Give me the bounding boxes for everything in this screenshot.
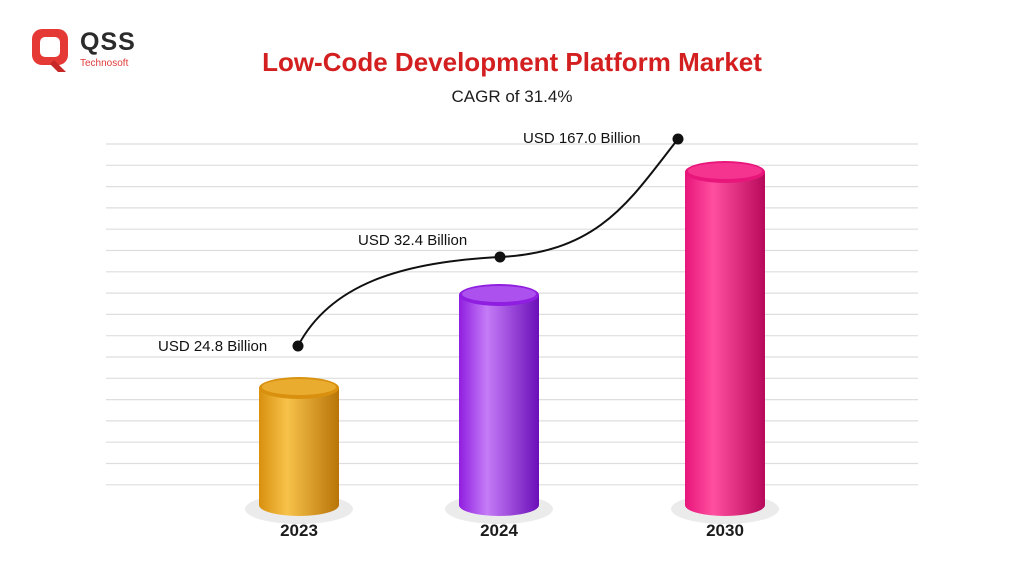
chart-bars xyxy=(245,161,779,524)
bar-top-highlight xyxy=(462,286,536,302)
bar-body xyxy=(459,295,539,516)
chart-subtitle: CAGR of 31.4% xyxy=(451,87,573,106)
brand-name: QSS xyxy=(80,28,136,56)
qss-logo-icon xyxy=(32,29,68,72)
brand-tagline: Technosoft xyxy=(80,58,129,69)
trend-line-group xyxy=(292,133,684,352)
bar-2030 xyxy=(671,161,779,524)
trend-point-2023 xyxy=(292,340,304,352)
data-label-2024: USD 32.4 Billion xyxy=(358,232,467,249)
bar-2024 xyxy=(445,284,553,524)
chart-labels: USD 24.8 Billion USD 32.4 Billion USD 167.… xyxy=(158,130,744,540)
data-label-2023: USD 24.8 Billion xyxy=(158,338,267,355)
trend-point-2024 xyxy=(494,251,506,263)
chart-title: Low-Code Development Platform Market xyxy=(262,47,762,77)
category-label-2023: 2023 xyxy=(280,521,318,540)
bar-top-highlight xyxy=(688,163,762,179)
data-label-2030: USD 167.0 Billion xyxy=(523,130,641,147)
bar-top-highlight xyxy=(262,379,336,395)
brand-logo: QSS Technosoft xyxy=(28,26,158,76)
category-label-2030: 2030 xyxy=(706,521,744,540)
category-label-2024: 2024 xyxy=(480,521,518,540)
bar-2023 xyxy=(245,377,353,524)
bar-body xyxy=(259,388,339,516)
trend-point-2030 xyxy=(672,133,684,145)
bar-body xyxy=(685,172,765,516)
